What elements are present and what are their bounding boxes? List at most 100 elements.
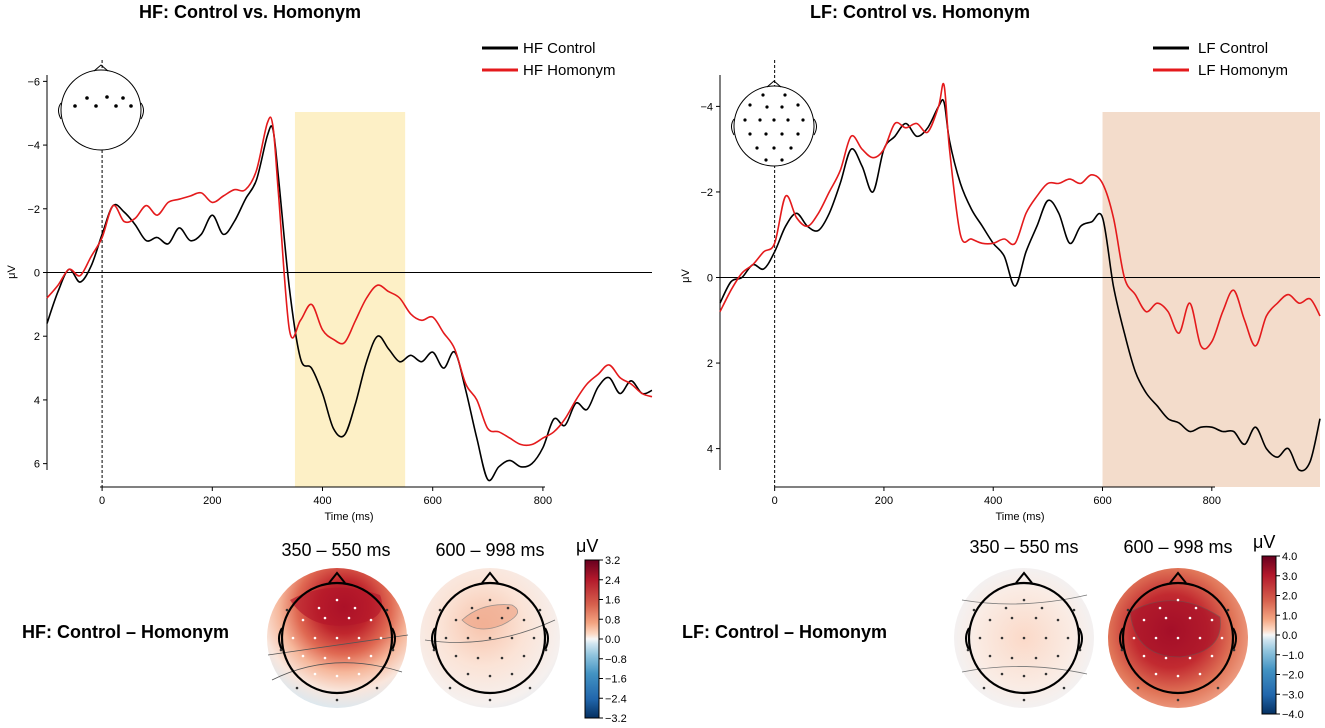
- lf-xtick-label: 600: [1093, 495, 1111, 507]
- colorbar-tick-label: −2.0: [1282, 670, 1304, 682]
- electrode-dot: [335, 674, 339, 678]
- electrode-dot: [1220, 636, 1224, 640]
- electrode-dot: [966, 648, 970, 652]
- electrode-dot: [1194, 606, 1198, 610]
- electrode-dot: [1132, 636, 1136, 640]
- electrode-dot: [301, 654, 305, 658]
- hf-x-label: Time (ms): [324, 511, 373, 523]
- electrode-dot: [1158, 606, 1162, 610]
- hf-ytick-label: 4: [34, 395, 40, 407]
- electrode-dot: [1164, 616, 1168, 620]
- electrode-dot: [385, 608, 389, 612]
- electrode-dot: [466, 672, 470, 676]
- electrode-dot: [488, 698, 492, 702]
- hf-topo2-title: 600 – 998 ms: [435, 540, 544, 560]
- electrode-dot: [1210, 618, 1214, 622]
- electrode-dot: [391, 648, 395, 652]
- electrode-dot: [1056, 654, 1060, 658]
- electrode-dot: [1078, 648, 1082, 652]
- colorbar-tick-label: 2.4: [605, 575, 620, 587]
- colorbar-tick-label: 2.0: [1282, 591, 1297, 603]
- electrode-dot: [1176, 698, 1180, 702]
- lf-y-label: μV: [680, 269, 692, 283]
- electrode-dot: [1142, 654, 1146, 658]
- hf-erp-chart: HF: Control vs. Homonym −6 −4 −2 0 2 4 6 0 200 4…: [6, 2, 653, 523]
- lf-electrode-head-inset: [731, 80, 817, 167]
- lf-chart-title: LF: Control vs. Homonym: [810, 2, 1030, 22]
- hf-highlight-window: [294, 112, 406, 487]
- hf-ytick-label: −2: [27, 204, 40, 216]
- lf-highlight-window: [1102, 112, 1320, 487]
- electrode-dot: [1120, 648, 1124, 652]
- electrode-dot: [538, 608, 542, 612]
- lf-ytick-label: −2: [700, 187, 713, 199]
- lf-control-line: [719, 98, 1321, 472]
- electrode-dot: [1198, 636, 1202, 640]
- lf-ytick-label: 4: [707, 444, 713, 456]
- electrode-dot: [379, 636, 383, 640]
- electrode-dot: [1022, 598, 1026, 602]
- colorbar-tick-label: 1.6: [605, 595, 620, 607]
- colorbar-tick-label: 0.0: [605, 634, 620, 646]
- colorbar-tick-label: 3.0: [1282, 571, 1297, 583]
- electrode-dot: [1062, 686, 1066, 690]
- colorbar-tick-label: 3.2: [605, 555, 620, 567]
- electrode-dot: [335, 698, 339, 702]
- electrode-dot: [1226, 608, 1230, 612]
- electrode-dot: [1188, 616, 1192, 620]
- electrode-dot: [978, 636, 982, 640]
- colorbar-tick-label: −4.0: [1282, 709, 1304, 721]
- hf-xtick-label: 0: [99, 495, 105, 507]
- electrode-dot: [1000, 636, 1004, 640]
- colorbar-tick-label: −2.4: [605, 693, 627, 705]
- electrode-dot: [1010, 656, 1014, 660]
- colorbar-tick-label: 0.8: [605, 614, 620, 626]
- electrode-dot: [1034, 656, 1038, 660]
- lf-xtick-label: 800: [1203, 495, 1221, 507]
- hf-chart-title: HF: Control vs. Homonym: [139, 2, 361, 22]
- electrode-dot: [982, 686, 986, 690]
- lf-x-axis: 0 200 400 600 800: [772, 487, 1221, 507]
- hf-electrode-head-inset: [58, 64, 144, 151]
- hf-legend-control-label: HF Control: [523, 40, 596, 57]
- electrode-dot: [1164, 656, 1168, 660]
- electrode-dot: [295, 686, 299, 690]
- colorbar-tick-label: −0.8: [605, 654, 627, 666]
- electrode-dot: [1176, 674, 1180, 678]
- electrode-dot: [528, 686, 532, 690]
- electrode-dot: [369, 654, 373, 658]
- hf-ytick-label: 2: [34, 331, 40, 343]
- electrode-dot: [1004, 606, 1008, 610]
- lf-ytick-label: 2: [707, 358, 713, 370]
- electrode-dot: [285, 608, 289, 612]
- hf-ytick-label: −4: [27, 140, 40, 152]
- electrode-dot: [476, 616, 480, 620]
- electrode-dot: [488, 674, 492, 678]
- lf-erp-chart: LF: Control vs. Homonym −4 −2 0 2 4 0 200 400 6…: [680, 2, 1321, 523]
- colorbar-tick-label: −3.0: [1282, 689, 1304, 701]
- hf-colorbar: μV 3.2 2.4 1.6 0.8 0.0 −0.8 −1.6 −2.4 −3.2: [576, 536, 627, 725]
- lf-colorbar-unit: μV: [1253, 532, 1275, 552]
- electrode-dot: [1022, 674, 1026, 678]
- hf-y-axis: −6 −4 −2 0 2 4 6: [27, 76, 47, 471]
- electrode-dot: [1154, 636, 1158, 640]
- electrode-dot: [1126, 608, 1130, 612]
- electrode-dot: [1000, 672, 1004, 676]
- electrode-dot: [1198, 672, 1202, 676]
- hf-x-axis: 0 200 400 600 800: [99, 487, 552, 507]
- electrode-dot: [506, 606, 510, 610]
- hf-ytick-label: 6: [34, 459, 40, 471]
- electrode-dot: [522, 654, 526, 658]
- electrode-dot: [532, 636, 536, 640]
- hf-legend-homonym-label: HF Homonym: [523, 62, 616, 79]
- electrode-dot: [313, 636, 317, 640]
- lf-homonym-line: [719, 82, 1321, 350]
- electrode-dot: [454, 654, 458, 658]
- electrode-dot: [510, 672, 514, 676]
- electrode-dot: [1010, 616, 1014, 620]
- electrode-dot: [500, 656, 504, 660]
- electrode-dot: [317, 606, 321, 610]
- electrode-dot: [476, 656, 480, 660]
- lf-topo1-title: 350 – 550 ms: [969, 537, 1078, 557]
- electrode-dot: [323, 616, 327, 620]
